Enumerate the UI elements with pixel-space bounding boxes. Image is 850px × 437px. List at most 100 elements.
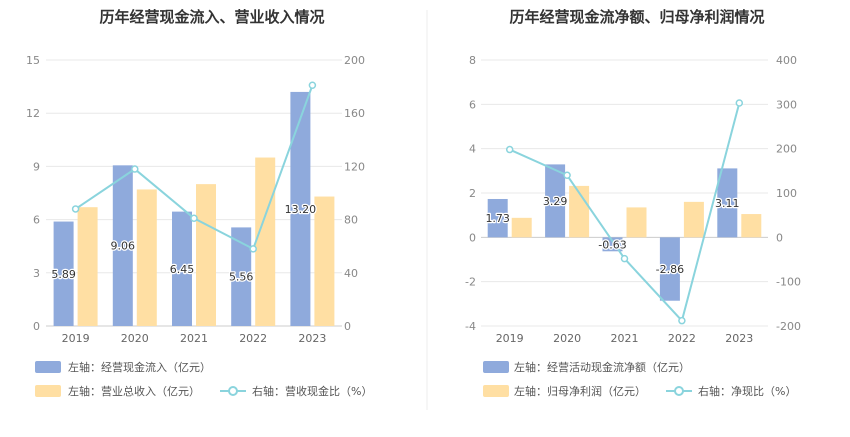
ratio-point[interactable]	[131, 165, 139, 173]
bar-data-label: 6.45	[170, 263, 195, 276]
bar-secondary[interactable]	[77, 207, 98, 326]
legend-item-cash-inflow[interactable]: 左轴：经营现金流入（亿元）	[35, 360, 211, 374]
ratio-point[interactable]	[678, 316, 686, 325]
bar-data-label: 3.11	[715, 197, 740, 210]
bar-secondary[interactable]	[626, 207, 647, 238]
bar-primary[interactable]	[717, 168, 738, 238]
legend-swatch	[35, 361, 61, 373]
legend-marker	[674, 386, 684, 396]
legend-label: 左轴：经营活动现金流净额（亿元）	[514, 360, 690, 374]
ratio-point[interactable]	[620, 254, 629, 263]
left-axis-tick-label: 4	[469, 143, 476, 156]
right-axis-tick-label: 120	[344, 160, 365, 173]
bar-data-label: 5.89	[51, 268, 76, 281]
legend-label: 左轴：经营现金流入（亿元）	[68, 360, 211, 374]
ratio-point[interactable]	[71, 205, 80, 213]
bar-data-label: 3.29	[543, 195, 568, 208]
left-axis-tick-label: 3	[33, 267, 40, 280]
bar-data-label: 5.56	[229, 271, 254, 284]
left-axis-tick-label: 12	[26, 107, 40, 120]
x-axis-tick-label: 2023	[725, 332, 753, 345]
legend-item-revenue[interactable]: 左轴：营业总收入（亿元）	[35, 384, 200, 398]
legend-label: 左轴：营业总收入（亿元）	[68, 384, 200, 398]
ratio-point[interactable]	[308, 81, 317, 90]
ratio-point[interactable]	[505, 145, 514, 154]
legend-item-ratio[interactable]: 右轴：营收现金比（%）	[220, 384, 372, 398]
ratio-line	[505, 99, 744, 325]
left-axis-tick-label: 8	[469, 54, 476, 67]
chart-title: 历年经营现金流净额、归母净利润情况	[509, 8, 764, 26]
bar-data-label: -2.86	[656, 263, 684, 276]
legend: 左轴：经营活动现金流净额（亿元） 左轴：归母净利润（亿元） 右轴：净现比（%）	[483, 360, 796, 398]
axes: 0 3 6 9 12 15 0 40 80 120 160 200 2019 2020 2021 2022 20…	[26, 54, 365, 345]
left-axis-tick-label: 15	[26, 54, 40, 67]
right-axis-tick-label: 400	[776, 54, 797, 67]
legend-swatch	[35, 385, 61, 397]
left-axis-tick-label: 6	[469, 98, 476, 111]
legend-label: 右轴：净现比（%）	[698, 384, 796, 398]
axes: -4 -2 0 2 4 6 8 -200 -100 0 100 200 300 400 2019 2020 20…	[465, 54, 801, 345]
x-axis-tick-label: 2021	[180, 332, 208, 345]
x-axis-tick-label: 2023	[298, 332, 326, 345]
left-axis-tick-label: 9	[33, 160, 40, 173]
chart-title: 历年经营现金流入、营业收入情况	[99, 8, 324, 26]
bars	[487, 164, 762, 301]
right-axis-tick-label: 200	[776, 143, 797, 156]
right-axis-tick-label: 80	[344, 214, 358, 227]
legend-swatch	[483, 361, 509, 373]
bar-data-label: 1.73	[485, 212, 510, 225]
bar-primary[interactable]	[487, 198, 508, 238]
right-axis-tick-label: -100	[776, 276, 801, 289]
legend-item-net-profit[interactable]: 左轴：归母净利润（亿元）	[483, 384, 646, 398]
right-axis-tick-label: 200	[344, 54, 365, 67]
x-axis-tick-label: 2021	[611, 332, 639, 345]
legend: 左轴：经营现金流入（亿元） 左轴：营业总收入（亿元） 右轴：营收现金比（%）	[35, 360, 372, 398]
right-axis-tick-label: 160	[344, 107, 365, 120]
bar-primary[interactable]	[172, 211, 192, 326]
bar-secondary[interactable]	[741, 214, 762, 238]
bar-data-label: 13.20	[285, 203, 317, 216]
bar-secondary[interactable]	[683, 201, 704, 238]
bar-data-label: 9.06	[111, 240, 136, 253]
x-axis-tick-label: 2020	[553, 332, 581, 345]
bar-secondary[interactable]	[136, 189, 157, 326]
legend-item-cash-ratio[interactable]: 右轴：净现比（%）	[666, 384, 796, 398]
bars	[53, 91, 335, 326]
ratio-line-path	[75, 84, 314, 251]
ratio-point[interactable]	[249, 245, 257, 253]
right-axis-tick-label: 0	[344, 320, 351, 333]
left-axis-tick-label: -2	[465, 276, 476, 289]
x-axis-tick-label: 2020	[121, 332, 149, 345]
right-axis-tick-label: 300	[776, 98, 797, 111]
bar-secondary[interactable]	[511, 217, 532, 238]
bar-primary[interactable]	[545, 164, 566, 238]
legend-label: 右轴：营收现金比（%）	[252, 384, 372, 398]
ratio-point[interactable]	[735, 99, 744, 107]
x-axis-tick-label: 2019	[496, 332, 524, 345]
ratio-line	[71, 81, 317, 253]
data-labels: 1.73 3.29 -0.63 -2.86 3.11	[484, 194, 741, 278]
ratio-line-path	[509, 102, 741, 323]
bar-secondary[interactable]	[255, 157, 276, 326]
bar-primary[interactable]	[231, 227, 252, 326]
right-axis-tick-label: 0	[776, 231, 783, 244]
x-axis-tick-label: 2019	[62, 332, 90, 345]
bar-primary[interactable]	[659, 237, 680, 301]
ratio-point[interactable]	[190, 214, 198, 223]
right-axis-tick-label: 40	[344, 267, 358, 280]
bar-data-label: -0.63	[598, 238, 626, 251]
legend-item-net-cash[interactable]: 左轴：经营活动现金流净额（亿元）	[483, 360, 690, 374]
bar-primary[interactable]	[290, 91, 311, 326]
legend-label: 左轴：归母净利润（亿元）	[514, 384, 646, 398]
bar-primary[interactable]	[53, 221, 74, 326]
bar-secondary[interactable]	[196, 184, 216, 326]
left-axis-tick-label: 6	[33, 214, 40, 227]
legend-marker	[228, 386, 238, 396]
bar-primary[interactable]	[112, 165, 133, 326]
left-axis-tick-label: -4	[465, 320, 476, 333]
bar-secondary[interactable]	[314, 196, 335, 326]
right-axis-tick-label: -200	[776, 320, 801, 333]
ratio-point[interactable]	[563, 171, 571, 180]
left-axis-tick-label: 0	[33, 320, 40, 333]
